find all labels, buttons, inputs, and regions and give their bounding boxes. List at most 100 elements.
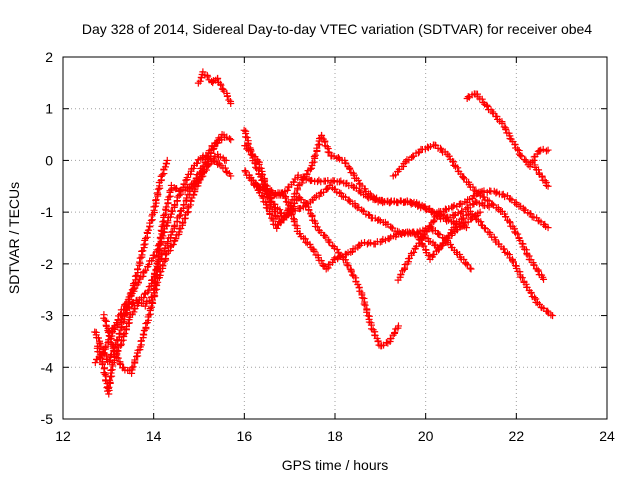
data-point bbox=[154, 252, 162, 260]
data-point bbox=[512, 264, 520, 272]
data-point bbox=[313, 144, 321, 152]
data-point bbox=[531, 294, 539, 302]
data-point bbox=[204, 73, 212, 81]
data-point bbox=[199, 169, 207, 177]
data-point bbox=[107, 352, 115, 360]
data-point bbox=[281, 194, 289, 202]
data-point bbox=[227, 136, 235, 144]
data-point bbox=[379, 199, 387, 207]
data-point bbox=[476, 208, 484, 216]
data-point bbox=[391, 329, 399, 337]
data-point bbox=[96, 353, 104, 361]
data-point bbox=[94, 334, 102, 342]
data-point bbox=[158, 222, 166, 230]
data-point bbox=[183, 174, 191, 182]
data-point bbox=[163, 156, 171, 164]
data-point bbox=[467, 265, 475, 273]
data-point bbox=[156, 233, 164, 241]
data-point bbox=[360, 300, 368, 308]
data-point bbox=[460, 256, 468, 264]
data-point bbox=[259, 194, 267, 202]
data-point bbox=[101, 316, 109, 324]
data-point bbox=[217, 81, 225, 89]
data-point bbox=[466, 264, 474, 272]
data-point bbox=[313, 223, 321, 231]
data-point bbox=[470, 186, 478, 194]
y-axis: -5 -4 -3 -2 -1 0 1 2 bbox=[41, 49, 607, 427]
data-point bbox=[528, 213, 536, 221]
data-point bbox=[345, 196, 353, 204]
data-point bbox=[128, 364, 136, 372]
data-point bbox=[160, 212, 168, 220]
data-point bbox=[193, 159, 201, 167]
data-point bbox=[306, 240, 314, 248]
data-point bbox=[154, 185, 162, 193]
data-point bbox=[303, 170, 311, 178]
data-point bbox=[223, 92, 231, 100]
data-point bbox=[114, 354, 122, 362]
data-point bbox=[399, 229, 407, 237]
series-arc-11 bbox=[254, 182, 475, 273]
data-point bbox=[488, 200, 496, 208]
data-point bbox=[177, 225, 185, 233]
data-point bbox=[179, 218, 187, 226]
data-point bbox=[435, 245, 443, 253]
data-point bbox=[397, 270, 405, 278]
data-point bbox=[446, 241, 454, 249]
data-point bbox=[478, 95, 486, 103]
data-point bbox=[155, 248, 163, 256]
data-point bbox=[358, 239, 366, 247]
data-point bbox=[172, 235, 180, 243]
data-point bbox=[334, 154, 342, 162]
data-point bbox=[355, 284, 363, 292]
data-point bbox=[472, 212, 480, 220]
data-point bbox=[269, 217, 277, 225]
data-point bbox=[500, 245, 508, 253]
data-point bbox=[139, 247, 147, 255]
data-point bbox=[155, 241, 163, 249]
data-point bbox=[535, 166, 543, 174]
series-arc-9 bbox=[241, 167, 493, 221]
data-point bbox=[308, 159, 316, 167]
data-point bbox=[122, 309, 130, 317]
data-point bbox=[410, 248, 418, 256]
data-point bbox=[100, 349, 108, 357]
x-tick-label: 20 bbox=[418, 428, 434, 444]
data-point bbox=[142, 235, 150, 243]
data-point bbox=[386, 199, 394, 207]
data-point bbox=[189, 164, 197, 172]
data-point bbox=[502, 126, 510, 134]
data-point bbox=[139, 330, 147, 338]
data-point bbox=[480, 193, 488, 201]
data-point bbox=[101, 343, 109, 351]
data-point bbox=[134, 265, 142, 273]
x-tick-label: 14 bbox=[146, 428, 162, 444]
data-point bbox=[489, 108, 497, 116]
data-point bbox=[123, 323, 131, 331]
data-point bbox=[240, 126, 248, 134]
data-point bbox=[105, 383, 113, 391]
x-tick-label: 18 bbox=[327, 428, 343, 444]
data-point bbox=[310, 153, 318, 161]
data-point bbox=[276, 206, 284, 214]
data-point bbox=[347, 268, 355, 276]
data-point bbox=[480, 224, 488, 232]
data-point bbox=[319, 262, 327, 270]
series-arc-12 bbox=[389, 141, 548, 283]
data-point bbox=[330, 256, 338, 264]
data-point bbox=[227, 100, 235, 108]
y-tick-label: -5 bbox=[41, 411, 54, 427]
data-point bbox=[549, 312, 557, 320]
data-point bbox=[469, 183, 477, 191]
data-point bbox=[409, 200, 417, 208]
data-point bbox=[317, 190, 325, 198]
data-point bbox=[138, 247, 146, 255]
data-point bbox=[258, 170, 266, 178]
data-point bbox=[153, 189, 161, 197]
data-point bbox=[430, 216, 438, 224]
data-point bbox=[146, 305, 154, 313]
data-point bbox=[292, 189, 300, 197]
data-point bbox=[95, 339, 103, 347]
data-point bbox=[166, 187, 174, 195]
